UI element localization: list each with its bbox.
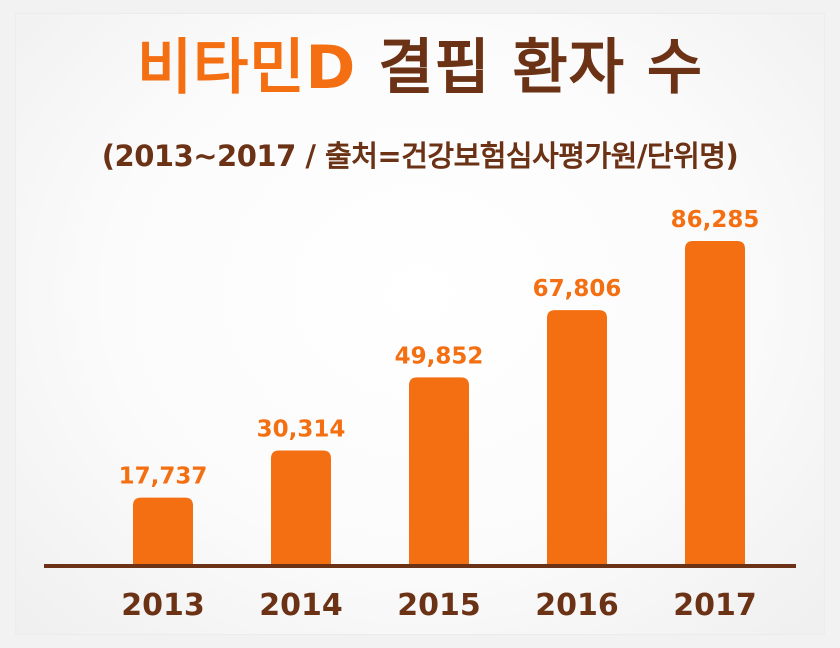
value-label-2017: 86,285 (671, 207, 760, 233)
title-rest: 결핍 환자 수 (378, 33, 704, 103)
year-label-2017: 2017 (673, 588, 757, 623)
value-label-2016: 67,806 (533, 276, 622, 302)
chart-title: 비타민D 결핍 환자 수 (0, 30, 840, 106)
title-highlight: 비타민D (136, 33, 357, 103)
x-axis-line (44, 564, 796, 568)
year-label-2013: 2013 (121, 588, 205, 623)
bar-2017 (685, 241, 745, 564)
chart-subtitle: (2013~2017 / 출처=건강보험심사평가원/단위명) (101, 139, 739, 173)
bar-2014 (271, 450, 331, 564)
year-label-2015: 2015 (397, 588, 481, 623)
year-label-2014: 2014 (259, 588, 343, 623)
bar-2016 (547, 310, 607, 564)
year-label-2016: 2016 (535, 588, 619, 623)
bar-2013 (133, 497, 193, 564)
value-label-2014: 30,314 (257, 417, 346, 443)
value-label-2013: 17,737 (119, 464, 208, 490)
value-label-2015: 49,852 (395, 343, 484, 369)
bar-2015 (409, 377, 469, 564)
